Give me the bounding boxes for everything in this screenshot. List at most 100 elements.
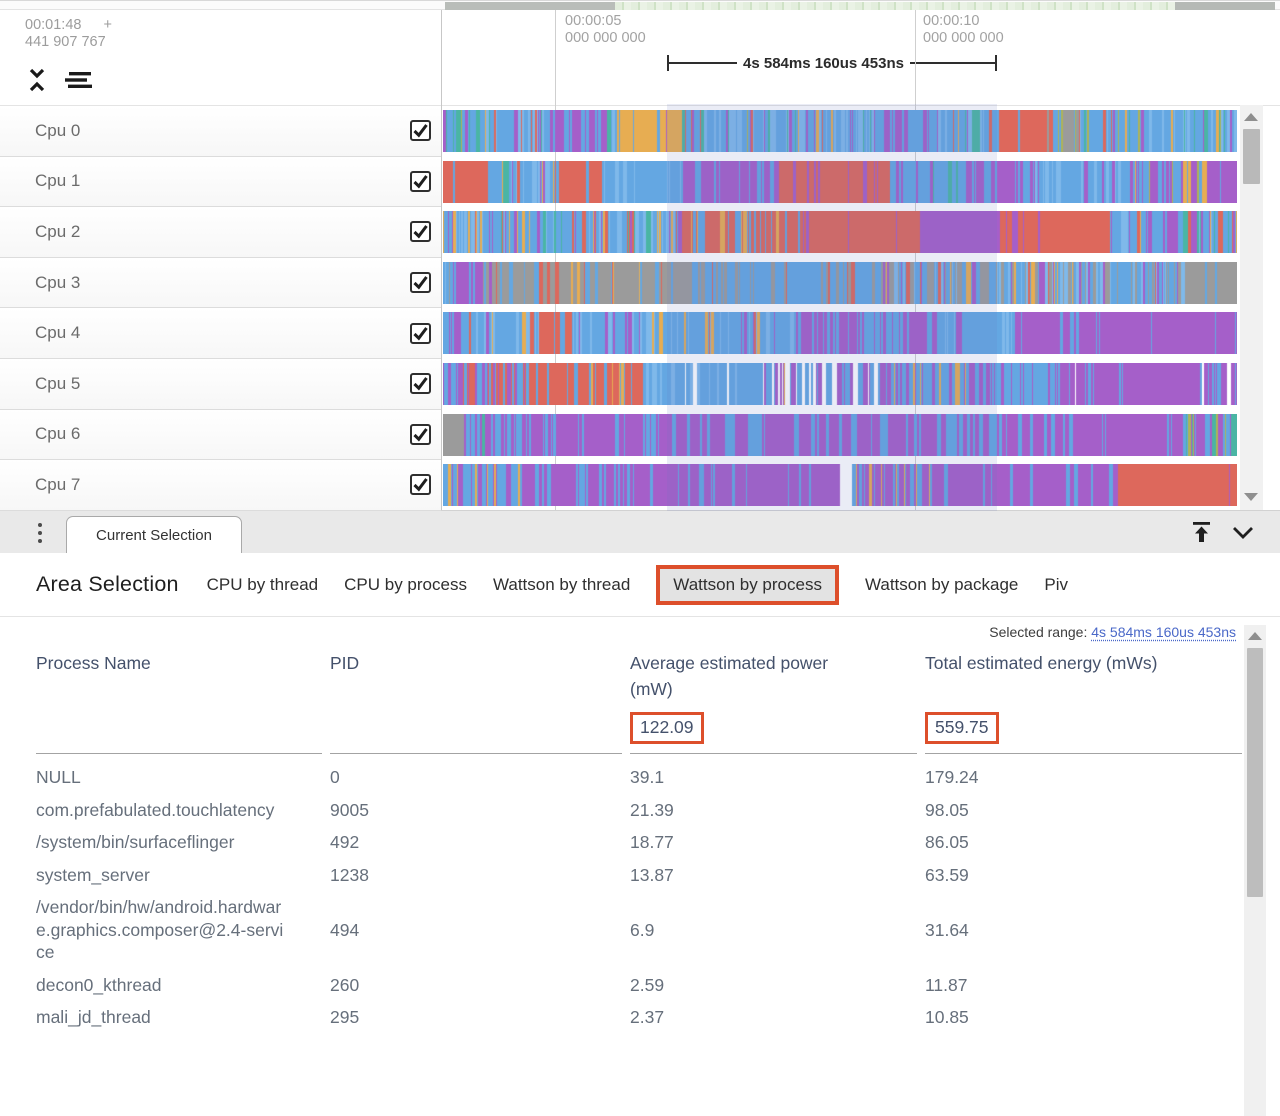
table-scrollbar-thumb[interactable] [1247,648,1263,897]
cell-process-name: /system/bin/surfaceflinger [36,832,235,852]
cell-pid: 295 [330,1007,360,1027]
scroll-up-icon[interactable] [1244,113,1258,121]
cpu-track-label: Cpu 3 [35,272,81,292]
summary-cell-empty [330,702,622,754]
cpu-track-row: Cpu 1 [0,156,1280,208]
area-tab-wattson-by-package[interactable]: Wattson by package [864,574,1019,594]
ruler-tick-5s: 00:00:05 000 000 000 [565,13,646,46]
cell-total-energy: 98.05 [925,799,969,820]
track-checkbox[interactable] [410,474,431,496]
selection-detail-panel: Area Selection CPU by thread CPU by proce… [0,553,1280,1116]
collapse-panel-chevron-icon[interactable] [1232,526,1254,539]
cpu-slices-track[interactable] [443,413,1237,456]
tracks-scrollbar-thumb[interactable] [1243,129,1260,184]
summary-total-energy: 559.75 [925,702,1242,754]
track-checkbox[interactable] [410,170,431,192]
track-checkbox[interactable] [410,272,431,294]
cpu-slices-track[interactable] [443,110,1237,152]
cell-avg-power: 39.1 [630,767,665,787]
cpu-track-row: Cpu 2 [0,207,1280,258]
tab-current-selection[interactable]: Current Selection [66,516,242,553]
cell-process-name: /vendor/bin/hw/android.hardware.graphics… [36,897,284,962]
cpu-track-label: Cpu 1 [35,171,81,191]
cpu-track-row: Cpu 7 [0,460,1280,511]
cpu-track-label: Cpu 6 [35,424,81,444]
track-shell[interactable]: Cpu 1 [0,156,441,208]
cpu-track-label: Cpu 2 [35,221,81,241]
cursor-nanoseconds: 441 907 767 [25,34,106,50]
track-shell[interactable]: Cpu 7 [0,460,441,511]
cpu-tracks-area[interactable]: Cpu 0 Cpu 1 Cpu 2 Cpu 3 Cpu 4 Cpu 5 Cpu 6 Cpu 7 [0,104,1280,511]
cpu-track-label: Cpu 7 [35,474,81,494]
table-scrollbar[interactable] [1244,625,1266,1116]
cpu-track-label: Cpu 4 [35,323,81,343]
cell-pid: 0 [330,767,340,787]
expand-panel-icon[interactable] [1190,520,1214,544]
overview-segment [615,2,1175,10]
track-checkbox[interactable] [410,322,431,344]
cpu-track-label: Cpu 0 [35,120,81,140]
collapse-tracks-icon[interactable] [27,67,47,93]
cpu-track-row: Cpu 0 [0,106,1280,157]
cpu-track-label: Cpu 5 [35,373,81,393]
area-tab-cpu-by-process[interactable]: CPU by process [344,574,467,594]
cell-pid: 1238 [330,864,369,885]
cell-total-energy: 11.87 [925,974,968,995]
cpu-slices-track[interactable] [443,261,1237,304]
track-shell[interactable]: Cpu 5 [0,358,441,410]
tab-menu-kebab-icon[interactable] [32,520,48,546]
track-checkbox[interactable] [410,373,431,395]
timeline-overview-strip[interactable] [0,0,1280,10]
cpu-slices-track[interactable] [443,211,1237,254]
cell-avg-power: 18.77 [630,832,674,852]
summary-avg-power: 122.09 [630,702,917,754]
column-header-pid: PID [330,653,360,673]
track-shell[interactable]: Cpu 4 [0,308,441,359]
area-selection-tab-bar: Area Selection CPU by thread CPU by proce… [0,553,1280,616]
track-checkbox[interactable] [410,221,431,243]
cpu-slices-track[interactable] [443,160,1237,203]
cell-pid: 492 [330,832,360,852]
cpu-slices-track[interactable] [443,362,1237,405]
scroll-down-icon[interactable] [1244,493,1258,501]
track-panel-divider [441,10,442,510]
time-ruler[interactable]: 00:01:48 + 441 907 767 00:00:05 000 000 … [0,10,1280,105]
cursor-timestamp: 00:01:48 + 441 907 767 [25,17,112,51]
cell-total-energy: 10.85 [925,1007,969,1027]
track-shell[interactable]: Cpu 6 [0,409,441,461]
area-tab-cpu-by-thread[interactable]: CPU by thread [206,574,319,594]
selection-duration-label: 4s 584ms 160us 453ns [743,54,904,72]
cell-avg-power: 2.37 [630,1007,665,1027]
area-tab-piv[interactable]: Piv [1044,574,1068,594]
track-checkbox[interactable] [410,120,431,142]
track-shell[interactable]: Cpu 3 [0,257,441,309]
cpu-slices-track[interactable] [443,312,1237,355]
track-shell[interactable]: Cpu 0 [0,106,441,157]
ruler-tick-10s: 00:00:10 000 000 000 [923,13,1004,46]
scroll-up-icon[interactable] [1248,632,1262,640]
track-shell[interactable]: Cpu 2 [0,207,441,258]
track-filter-icon[interactable] [63,71,93,89]
area-selection-overlay[interactable] [667,104,997,511]
selected-range-link[interactable]: 4s 584ms 160us 453ns [1091,624,1236,640]
cell-avg-power: 6.9 [630,919,655,940]
overview-segment [445,2,615,10]
cpu-slices-track[interactable] [443,464,1237,507]
track-checkbox[interactable] [410,423,431,445]
cell-process-name: com.prefabulated.touchlatency [36,799,275,820]
cpu-track-row: Cpu 3 [0,257,1280,309]
cpu-track-row: Cpu 5 [0,358,1280,410]
cell-avg-power: 13.87 [630,864,674,885]
cell-avg-power: 21.39 [630,799,674,820]
cursor-plus: + [103,17,112,33]
cell-process-name: mali_jd_thread [36,1007,151,1027]
area-tab-wattson-by-thread[interactable]: Wattson by thread [492,574,631,594]
cpu-track-row: Cpu 6 [0,409,1280,461]
tracks-scrollbar[interactable] [1240,105,1263,510]
column-header-total-energy: Total estimated energy (mWs) [925,653,1158,673]
area-tab-wattson-by-process[interactable]: Wattson by process [656,564,839,605]
cell-pid: 260 [330,974,360,995]
cell-total-energy: 179.24 [925,767,979,787]
cpu-track-row: Cpu 4 [0,308,1280,359]
